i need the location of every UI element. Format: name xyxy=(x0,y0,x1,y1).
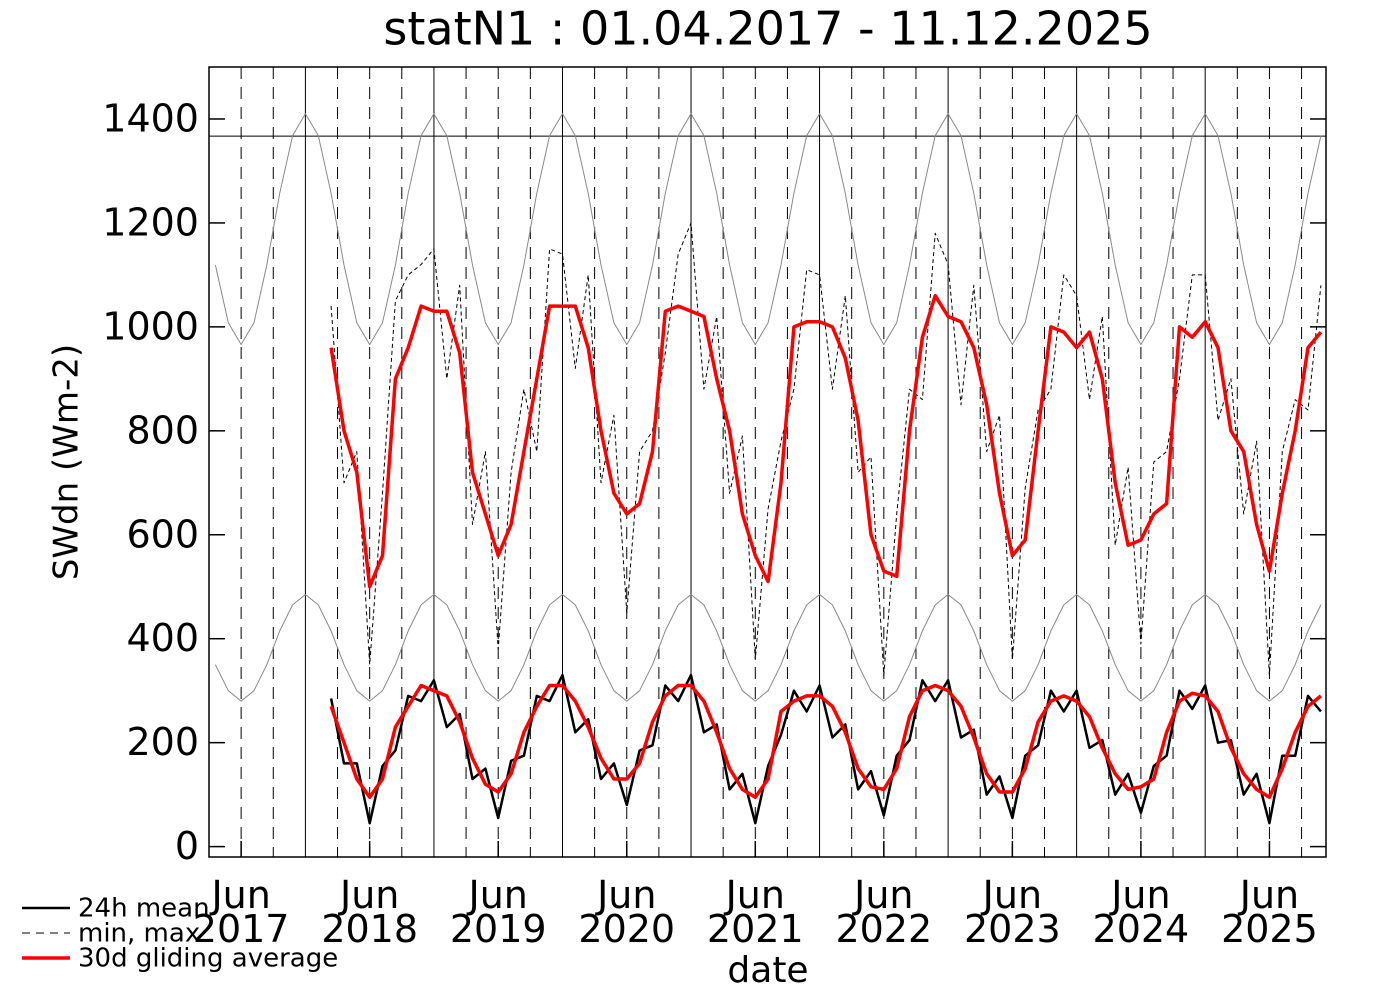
legend-label: 30d gliding average xyxy=(78,944,338,974)
x-axis-label: date xyxy=(727,950,808,991)
x-tick-label: Jun 2023 xyxy=(964,873,1061,951)
y-tick-label: 1200 xyxy=(102,200,199,244)
series-line xyxy=(329,293,1323,589)
x-tick-label: Jun 2020 xyxy=(578,873,675,951)
x-tick-label-line: Jun xyxy=(595,873,656,917)
x-tick-label-line: Jun xyxy=(1238,873,1299,917)
x-tick-label: Jun 2021 xyxy=(707,873,804,951)
series-line xyxy=(329,683,1322,799)
series-line xyxy=(214,594,1322,702)
lines xyxy=(214,113,1323,825)
x-tick-label-line: 2021 xyxy=(707,907,804,951)
y-tick-label: 200 xyxy=(126,720,199,764)
x-tick-label-line: 2019 xyxy=(450,907,547,951)
legend-label: min, max xyxy=(78,919,200,949)
x-tick-label: Jun 2018 xyxy=(321,873,418,951)
y-tick-label: 600 xyxy=(126,512,199,556)
x-tick-label: Jun 2022 xyxy=(835,873,932,951)
x-tick-label-line: 2024 xyxy=(1093,907,1190,951)
chart-title: statN1 : 01.04.2017 - 11.12.2025 xyxy=(383,2,1152,56)
x-tick-label-line: Jun xyxy=(724,873,785,917)
series-line xyxy=(329,673,1322,825)
x-tick-label: Jun 2017 xyxy=(193,873,290,951)
x-tick-label: Jun 2019 xyxy=(450,873,547,951)
y-tick-label: 1000 xyxy=(102,304,199,348)
x-tick-label-line: 2025 xyxy=(1221,907,1318,951)
x-tick-label-line: Jun xyxy=(467,873,528,917)
x-tick-label-line: 2022 xyxy=(835,907,932,951)
y-tick-label: 800 xyxy=(126,408,199,452)
y-tick-label: 400 xyxy=(126,616,199,660)
x-tick-label-line: 2017 xyxy=(193,907,290,951)
series-line xyxy=(214,113,1322,345)
y-tick-label: 0 xyxy=(175,824,199,868)
x-tick-label-line: Jun xyxy=(338,873,399,917)
y-axis-label: SWdn (Wm-2) xyxy=(47,344,87,580)
x-tick-label-line: Jun xyxy=(209,873,270,917)
x-tick-label-line: 2020 xyxy=(578,907,675,951)
x-tick-label: Jun 2025 xyxy=(1221,873,1318,951)
x-tick-label-line: Jun xyxy=(1109,873,1170,917)
legend-label: 24h mean xyxy=(78,894,210,924)
x-tick-label-line: 2023 xyxy=(964,907,1061,951)
y-tick-label: 1400 xyxy=(102,96,199,140)
grid xyxy=(209,67,1326,857)
x-tick-label-line: Jun xyxy=(981,873,1042,917)
plot-frame xyxy=(208,66,1327,858)
x-tick-label-line: Jun xyxy=(852,873,913,917)
x-tick-label: Jun 2024 xyxy=(1093,873,1190,951)
x-tick-label-line: 2018 xyxy=(321,907,418,951)
